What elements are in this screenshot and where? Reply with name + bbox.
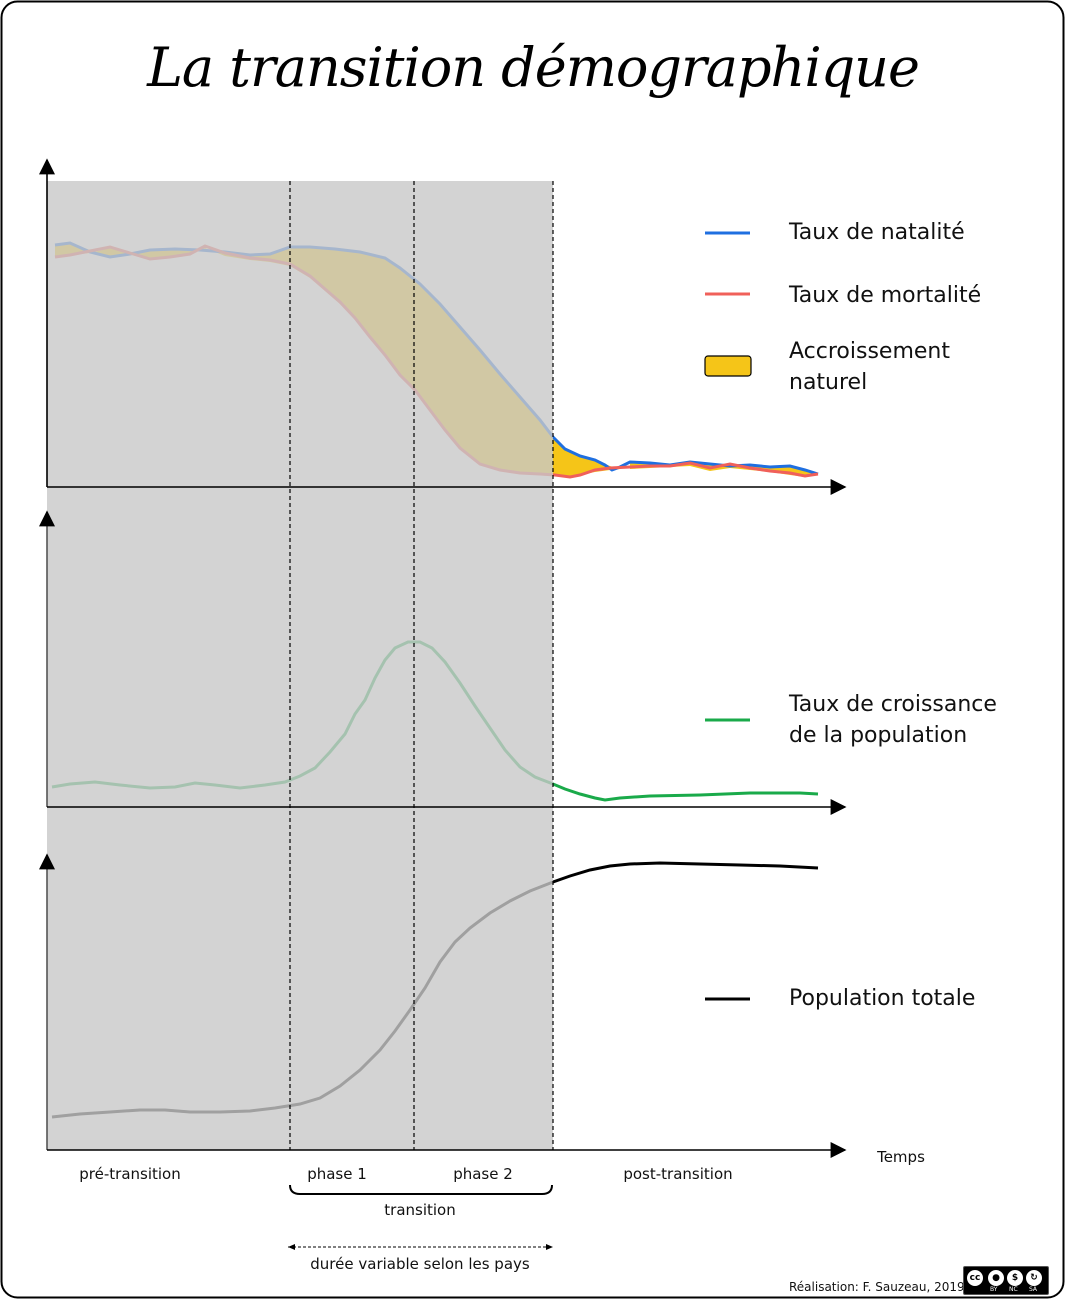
legend-total-population: Population totale xyxy=(789,986,976,1011)
legend-growth-rate-line1: Taux de croissance xyxy=(789,692,997,717)
by-text: BY xyxy=(990,1286,998,1293)
time-axis-label: Temps xyxy=(877,1148,925,1166)
legend-growth-rate-line2: de la population xyxy=(789,723,968,748)
license-badge: cc ● $ ↻ BY NC SA xyxy=(963,1266,1049,1295)
legend-death-rate: Taux de mortalité xyxy=(789,283,982,308)
cc-icon: cc xyxy=(967,1270,983,1286)
nc-icon: $ xyxy=(1007,1270,1023,1286)
phase1-label: phase 1 xyxy=(307,1165,367,1183)
sa-text: SA xyxy=(1029,1286,1038,1293)
duration-note: durée variable selon les pays xyxy=(310,1255,530,1273)
legend-natural-increase-line1: Accroissement xyxy=(789,339,950,364)
page-title: La transition démographique xyxy=(147,36,920,99)
transition-brace xyxy=(289,1184,553,1195)
legend-natural-increase-line2: naturel xyxy=(789,370,868,395)
transition-label: transition xyxy=(384,1201,456,1219)
pre-transition-label: pré-transition xyxy=(79,1165,181,1183)
sa-icon: ↻ xyxy=(1026,1270,1042,1286)
legend-birth-rate: Taux de natalité xyxy=(789,220,965,245)
phase2-label: phase 2 xyxy=(453,1165,513,1183)
post-transition-label: post-transition xyxy=(623,1165,733,1183)
transition-period-shading xyxy=(47,181,553,1150)
by-icon: ● xyxy=(988,1270,1004,1286)
legend-natural-increase-swatch xyxy=(704,355,752,377)
nc-text: NC xyxy=(1009,1286,1018,1293)
credit-text: Réalisation: F. Sauzeau, 2019 xyxy=(789,1280,965,1294)
